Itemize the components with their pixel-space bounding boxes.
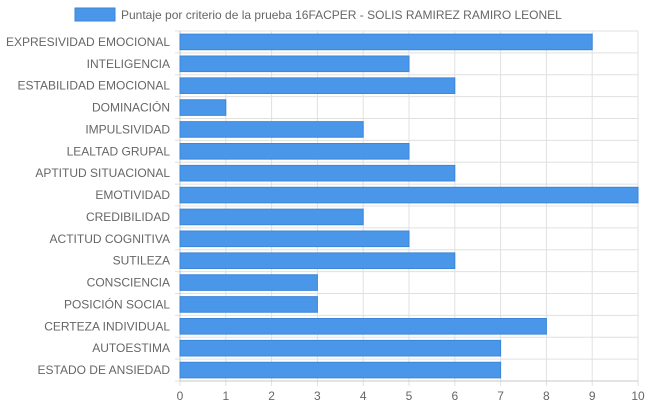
- bars: [179, 33, 639, 379]
- category-label: SUTILEZA: [113, 254, 170, 268]
- bar[interactable]: [179, 252, 456, 269]
- bar[interactable]: [179, 339, 502, 357]
- legend[interactable]: Puntaje por criterio de la prueba 16FACP…: [74, 7, 562, 22]
- x-tick-label: 10: [631, 389, 645, 403]
- bar[interactable]: [179, 33, 593, 51]
- bar[interactable]: [179, 186, 639, 204]
- bar[interactable]: [179, 99, 227, 116]
- legend-label: Puntaje por criterio de la prueba 16FACP…: [121, 8, 562, 22]
- bar[interactable]: [179, 296, 318, 313]
- x-tick-label: 5: [406, 389, 413, 403]
- category-label: POSICIÓN SOCIAL: [64, 296, 170, 311]
- category-label: CERTEZA INDIVIDUAL: [44, 319, 170, 333]
- bar[interactable]: [179, 164, 456, 182]
- category-label: INTELIGENCIA: [87, 57, 170, 71]
- bar[interactable]: [179, 318, 547, 335]
- category-label: EMOTIVIDAD: [95, 188, 170, 202]
- x-axis-labels: 0 1 2 3 4 5 6 7 8 9 10: [177, 389, 645, 403]
- bar[interactable]: [179, 143, 410, 160]
- x-tick-label: 6: [451, 389, 458, 403]
- category-label: LEALTAD GRUPAL: [67, 144, 171, 158]
- category-label: ACTITUD COGNITIVA: [50, 232, 170, 246]
- bar[interactable]: [179, 230, 410, 248]
- bar[interactable]: [179, 55, 410, 73]
- category-label: AUTOESTIMA: [92, 341, 170, 355]
- x-tick-label: 8: [543, 389, 550, 403]
- bar[interactable]: [179, 77, 456, 94]
- bar[interactable]: [179, 121, 364, 138]
- category-label: CREDIBILIDAD: [86, 210, 170, 224]
- category-label: APTITUD SITUACIONAL: [35, 166, 170, 180]
- y-axis-labels: EXPRESIVIDAD EMOCIONAL INTELIGENCIA ESTABI…: [6, 35, 170, 377]
- bar[interactable]: [179, 274, 318, 291]
- x-tick-label: 0: [177, 389, 184, 403]
- x-tick-label: 3: [314, 389, 321, 403]
- category-label: ESTADO DE ANSIEDAD: [38, 363, 171, 377]
- category-label: IMPULSIVIDAD: [85, 122, 170, 136]
- category-label: DOMINACIÓN: [92, 100, 170, 115]
- x-tick-label: 9: [589, 389, 596, 403]
- bar[interactable]: [179, 361, 502, 379]
- x-tick-label: 1: [222, 389, 229, 403]
- x-tick-label: 2: [268, 389, 275, 403]
- category-label: ESTABILIDAD EMOCIONAL: [18, 79, 171, 93]
- category-label: CONSCIENCIA: [87, 276, 170, 290]
- bar[interactable]: [179, 208, 364, 226]
- legend-swatch: [74, 7, 116, 22]
- x-tick-label: 7: [497, 389, 504, 403]
- x-tick-label: 4: [360, 389, 367, 403]
- category-label: EXPRESIVIDAD EMOCIONAL: [6, 35, 170, 49]
